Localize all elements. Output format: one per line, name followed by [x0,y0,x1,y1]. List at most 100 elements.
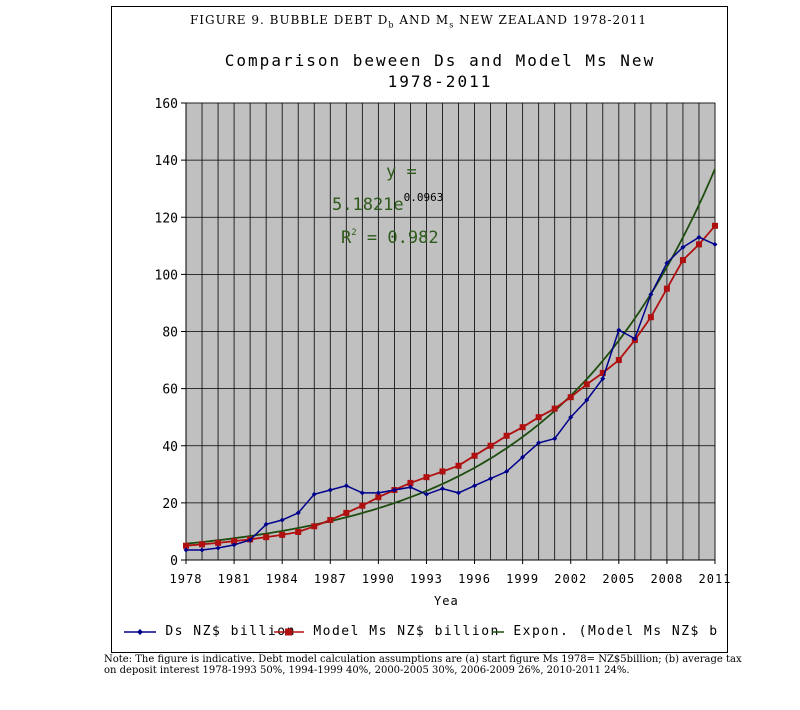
data-point-ds [536,440,542,446]
equation-r2: R2 = 0.982 [341,228,439,248]
data-point-ds [664,260,670,266]
x-tick-label: 2005 [602,572,635,586]
x-tick-label: 1996 [458,572,491,586]
data-point-ds [199,547,205,553]
series-line-model-ms [185,225,716,547]
data-point-model-ms [375,494,382,501]
data-point-ds [696,234,702,240]
caption-sub-m: s [449,20,455,30]
data-point-model-ms [263,534,270,541]
x-tick-label: 1993 [410,572,443,586]
x-tick-label: 1999 [506,572,539,586]
legend-item-ds: Ds NZ$ billion [124,624,296,639]
equation-exponent: 0.0963 [404,191,444,204]
data-point-ds [552,436,558,442]
data-point-model-ms [647,314,654,321]
data-point-model-ms [423,474,430,481]
y-tick-label: 160 [155,97,178,112]
data-point-ds [279,517,285,523]
data-point-ds [584,397,590,403]
chart-title: Comparison beween Ds and Model Ms New 19… [224,51,656,91]
data-point-ds [343,483,349,489]
legend-label-ms: Model Ms NZ$ billion [313,624,500,639]
data-point-model-ms [679,257,686,264]
legend-swatch-ds [124,628,156,635]
data-point-ds [680,244,686,250]
data-point-ds [263,521,269,527]
legend: Ds NZ$ billion Model Ms NZ$ billion Expo… [124,624,724,644]
caption-middle: AND M [394,13,450,27]
data-point-ds [183,547,189,553]
x-tick-label: 1981 [218,572,251,586]
data-point-ds [359,490,365,496]
equation-coef: 5.1821e [332,195,404,215]
data-point-ds [520,454,526,460]
y-tick-label: 100 [155,268,178,283]
data-point-model-ms [343,509,350,516]
caption-sub-d: b [388,20,395,30]
data-point-ds [488,476,494,482]
data-point-ds [648,291,654,297]
y-tick-label: 120 [155,211,178,226]
series-line-expon-trend [185,168,716,545]
legend-item-ms: Model Ms NZ$ billion [274,624,500,639]
data-point-ds [311,491,317,497]
x-tick-label: 2002 [554,572,587,586]
data-point-model-ms [487,442,494,449]
legend-swatch-ms [274,628,304,635]
data-point-model-ms [535,414,542,421]
data-point-model-ms [695,241,702,248]
data-point-ds [407,484,413,490]
data-point-model-ms [279,531,286,538]
data-point-model-ms [359,502,366,509]
data-point-model-ms [439,468,446,475]
data-point-ds [600,376,606,382]
data-point-model-ms [215,539,222,546]
equation-r2-prefix: R [341,228,352,248]
y-tick-label: 60 [162,383,178,398]
data-point-model-ms [567,394,574,401]
data-point-ds [439,486,445,492]
data-point-ds [568,414,574,420]
data-point-model-ms [295,529,302,536]
equation-r2-value: = 0.982 [357,228,439,248]
y-tick-label: 140 [155,154,178,169]
series-line-ds [186,236,716,551]
data-point-ds [375,490,381,496]
series-layer [183,168,718,553]
data-point-ds [712,241,718,247]
data-point-model-ms [503,432,510,439]
data-point-model-ms [231,538,238,545]
data-point-ds [295,510,301,516]
data-point-ds [215,545,221,551]
y-tick-label: 20 [162,497,178,512]
equation-r2-sup: 2 [351,228,356,238]
data-point-model-ms [615,357,622,364]
x-tick-label: 1990 [362,572,395,586]
x-tick-label: 2011 [699,572,732,586]
x-tick-label: 2008 [650,572,683,586]
x-axis-label: Yea [434,594,459,608]
data-point-model-ms [183,542,189,549]
data-point-model-ms [327,517,334,524]
data-point-model-ms [599,369,606,376]
data-point-ds [504,468,510,474]
data-point-ds [391,487,397,493]
legend-item-expon: Expon. (Model Ms NZ$ b [492,624,719,639]
data-point-model-ms [455,462,462,469]
y-tick-label: 40 [162,440,178,455]
x-tick-label: 1978 [170,572,203,586]
data-point-ds [616,327,622,333]
data-point-ds [327,487,333,493]
data-point-ds [247,537,253,543]
data-point-ds [472,483,478,489]
equation-y-line: y = [386,162,417,182]
figure-caption: FIGURE 9. BUBBLE DEBT Db AND Ms NEW ZEAL… [111,13,726,29]
data-point-ds [231,542,237,548]
x-tick-label: 1984 [266,572,299,586]
data-point-model-ms [712,222,718,229]
data-point-model-ms [663,285,670,292]
equation-formula: 5.1821e0.0963 [332,191,443,215]
data-point-ds [456,490,462,496]
